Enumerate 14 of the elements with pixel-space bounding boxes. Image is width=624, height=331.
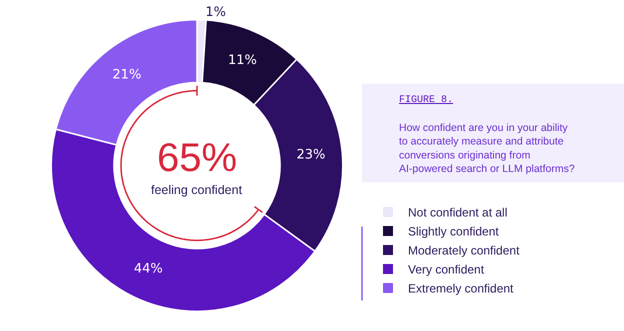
legend-label: Slightly confident xyxy=(408,224,500,239)
legend-label: Moderately confident xyxy=(408,244,520,258)
data-label: 44% xyxy=(134,262,163,277)
data-label: 23% xyxy=(296,147,326,162)
data-label: 1% xyxy=(205,4,226,20)
text: FIGURE 8. xyxy=(399,95,454,106)
text: 65% xyxy=(157,136,238,180)
data-label: 21% xyxy=(112,68,142,83)
text: feeling confident xyxy=(151,183,243,197)
text: How confident are you in your ability to accurately measure and attribute conversions originating from AI-powered search or LLM platforms? xyxy=(399,122,575,175)
legend-label: Extremely confident xyxy=(408,282,514,296)
legend-label: Very confident xyxy=(408,262,485,277)
data-label: 11% xyxy=(228,53,257,68)
legend-label: Not confident at all xyxy=(408,206,508,220)
